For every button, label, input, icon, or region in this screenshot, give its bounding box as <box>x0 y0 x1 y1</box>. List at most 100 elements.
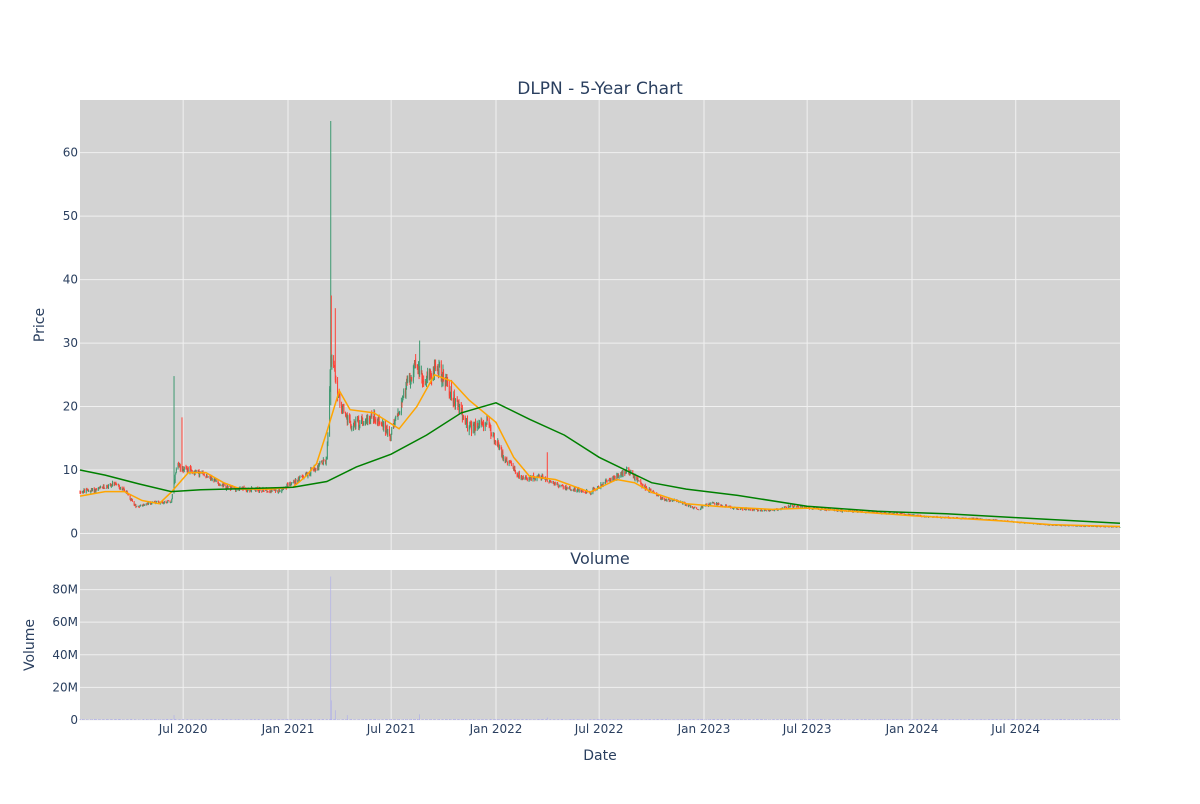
volume-bar <box>343 719 344 720</box>
volume-bar <box>308 719 309 720</box>
candle-body <box>106 488 107 489</box>
volume-bar <box>906 719 907 720</box>
volume-bar <box>264 719 265 720</box>
candle-body <box>395 416 396 418</box>
candle-body <box>172 494 173 499</box>
volume-bar <box>850 719 851 720</box>
candle-body <box>1024 523 1025 524</box>
volume-bar <box>794 719 795 720</box>
volume-bar <box>714 719 715 720</box>
candle-body <box>1061 526 1062 527</box>
candle-body <box>88 491 89 492</box>
candle-body <box>608 480 609 481</box>
volume-bar <box>80 719 81 720</box>
volume-bar <box>312 719 313 720</box>
candle-body <box>611 479 612 480</box>
volume-bar <box>591 719 592 720</box>
candle-body <box>139 507 140 508</box>
volume-bar <box>970 719 971 720</box>
price-tick-label: 10 <box>63 463 78 477</box>
candle-body <box>459 405 460 413</box>
candle-body <box>212 478 213 480</box>
volume-bar <box>455 719 456 720</box>
candle-body <box>300 477 301 478</box>
volume-bar <box>695 719 696 720</box>
candle-body <box>559 486 560 487</box>
candle-body <box>551 481 552 482</box>
candle-body <box>567 488 568 489</box>
candle-body <box>316 469 317 470</box>
volume-bar <box>982 719 983 720</box>
volume-bar <box>814 719 815 720</box>
volume-bar <box>722 719 723 720</box>
volume-bar <box>331 700 332 720</box>
volume-bar <box>431 719 432 720</box>
volume-bar <box>363 719 364 720</box>
volume-bar <box>284 719 285 720</box>
volume-bar <box>419 714 420 720</box>
candle-body <box>637 478 638 480</box>
volume-bar <box>647 719 648 720</box>
volume-bar <box>942 719 943 720</box>
candle-body <box>391 434 392 439</box>
candle-body <box>1105 527 1106 528</box>
candle-body <box>758 510 759 511</box>
candle-body <box>140 505 141 506</box>
volume-bar <box>870 719 871 720</box>
candle-body <box>575 487 576 491</box>
candle-body <box>419 370 420 375</box>
x-tick-label: Jan 2023 <box>677 722 731 736</box>
volume-bar <box>212 719 213 720</box>
candle-body <box>514 467 515 470</box>
volume-bar <box>679 719 680 720</box>
volume-bar <box>1113 719 1114 720</box>
candle-body <box>327 435 328 443</box>
volume-bar <box>1002 719 1003 720</box>
volume-bar <box>192 719 193 720</box>
candle-body <box>427 373 428 378</box>
volume-bar <box>439 719 440 720</box>
candle-body <box>515 470 516 473</box>
volume-bar <box>882 719 883 720</box>
candle-body <box>761 510 762 511</box>
volume-bar <box>447 719 448 720</box>
volume-bar <box>216 719 217 720</box>
candle-body <box>639 481 640 482</box>
price-axis-title: Price <box>32 308 48 342</box>
volume-bar <box>603 719 604 720</box>
volume-bar <box>926 719 927 720</box>
candle-body <box>292 483 293 484</box>
volume-bar <box>762 719 763 720</box>
candle-body <box>798 507 799 508</box>
volume-axis-title: Volume <box>22 619 38 671</box>
volume-bar <box>324 719 325 720</box>
candle-body <box>635 475 636 479</box>
x-tick-label: Jan 2024 <box>885 722 939 736</box>
candle-body <box>1077 526 1078 527</box>
candle-body <box>762 511 763 512</box>
volume-bar <box>667 719 668 720</box>
volume-bar <box>471 719 472 720</box>
volume-bar <box>152 719 153 720</box>
volume-bar <box>1014 719 1015 720</box>
volume-bar <box>300 719 301 720</box>
volume-bar <box>786 719 787 720</box>
volume-bar <box>950 719 951 720</box>
candle-body <box>104 488 105 489</box>
candle-body <box>802 507 803 508</box>
volume-bar <box>475 719 476 720</box>
volume-bar <box>156 719 157 720</box>
volume-bar <box>567 719 568 720</box>
candle-body <box>671 501 672 502</box>
candle-body <box>667 500 668 501</box>
volume-bar <box>810 719 811 720</box>
candle-body <box>375 421 376 422</box>
volume-bar <box>703 719 704 720</box>
candle-body <box>696 507 697 508</box>
price-tick-label: 0 <box>70 526 78 540</box>
volume-bar <box>523 719 524 720</box>
candle-body <box>710 503 711 504</box>
volume-bar <box>635 719 636 720</box>
volume-bar <box>830 719 831 720</box>
